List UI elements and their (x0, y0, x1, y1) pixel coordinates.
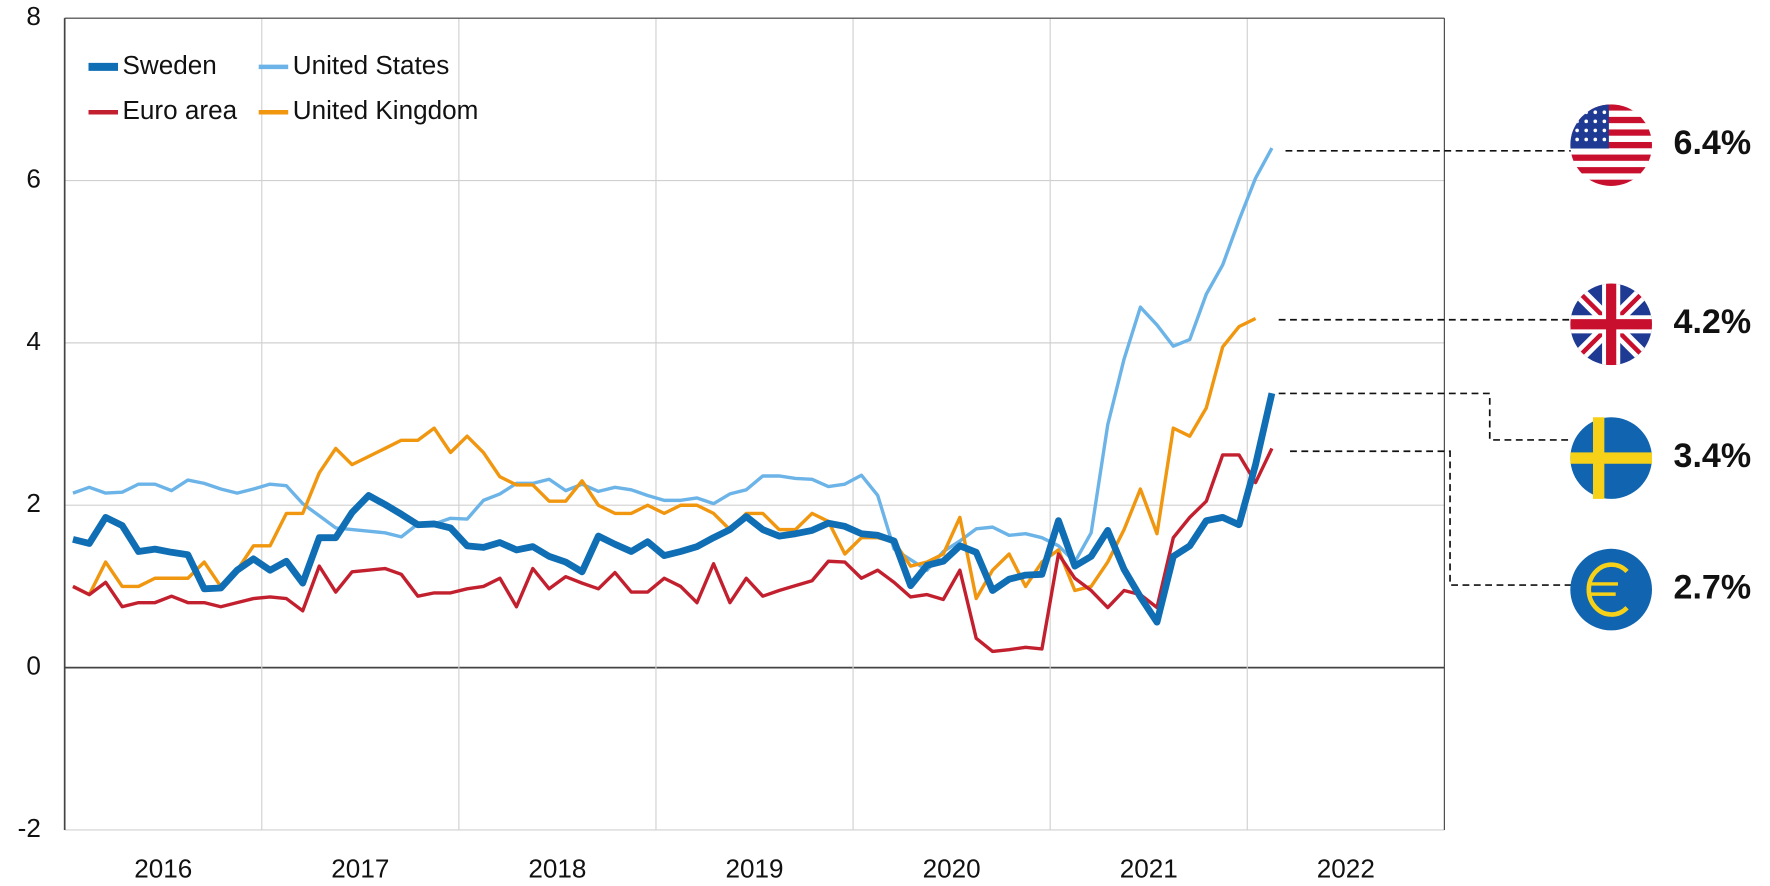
flag-stripe (1570, 160, 1652, 168)
flag (1570, 104, 1652, 186)
flag-cross (1570, 452, 1652, 464)
flag-star (1593, 119, 1598, 124)
flag-stripe (1570, 173, 1652, 181)
y-tick-label: -2 (18, 813, 41, 843)
series-line (72, 392, 1276, 626)
x-tick-label: 2021 (1120, 854, 1178, 881)
connector (1278, 392, 1572, 441)
legend-label: United Kingdom (293, 95, 479, 125)
flag-star (1593, 128, 1598, 133)
end-label: 2.7% (1674, 569, 1752, 607)
flag (1570, 548, 1652, 631)
flag-stripe (1570, 179, 1652, 186)
x-tick-label: 2018 (528, 854, 586, 881)
flag-star (1575, 110, 1579, 115)
x-tick-label: 2022 (1317, 854, 1375, 881)
flag-star (1575, 137, 1579, 142)
series-line (72, 147, 1274, 572)
legend-label: Sweden (123, 50, 217, 80)
y-tick-label: 2 (26, 488, 41, 518)
flag-stripe (1570, 123, 1652, 131)
flag-stripe (1570, 167, 1652, 174)
end-label: 6.4% (1674, 124, 1752, 162)
flag-star (1602, 119, 1607, 124)
legend-label: Euro area (123, 95, 238, 125)
flag-stripe (1570, 135, 1652, 143)
y-tick-label: 8 (26, 1, 41, 31)
connector (1290, 450, 1572, 586)
flag (1570, 283, 1652, 366)
flag-star (1584, 110, 1589, 115)
flag-star (1584, 128, 1589, 133)
flag-stripe (1570, 154, 1652, 162)
legend-label: United States (293, 50, 450, 80)
x-tick-label: 2016 (134, 854, 192, 881)
flag-star (1575, 119, 1579, 124)
flag-star (1593, 137, 1598, 142)
flag-stripe (1570, 141, 1652, 149)
x-tick-label: 2020 (923, 854, 981, 881)
flag-stripe (1570, 129, 1652, 137)
flag-stripe (1570, 104, 1652, 112)
end-label: 4.2% (1674, 303, 1752, 341)
series-line (72, 316, 1257, 601)
flag-symbol (1586, 562, 1629, 617)
flag-star (1602, 128, 1607, 133)
x-tick-label: 2019 (726, 854, 784, 881)
series-line (72, 447, 1274, 654)
flag-stripe (1570, 148, 1652, 156)
flag-stripe (1570, 110, 1652, 118)
y-tick-label: 6 (26, 163, 41, 193)
flag-star (1602, 137, 1607, 142)
flag-star (1584, 119, 1589, 124)
flag-stripe (1570, 116, 1652, 124)
x-tick-label: 2017 (331, 854, 389, 881)
flag-star (1602, 110, 1607, 115)
flag-star (1584, 137, 1589, 142)
end-label: 3.4% (1674, 437, 1752, 475)
flag-symbol (1590, 582, 1618, 596)
flag-star (1593, 110, 1598, 115)
flag-cross (1570, 283, 1652, 366)
flag-star (1575, 128, 1579, 133)
y-tick-label: 4 (26, 326, 41, 356)
y-tick-label: 0 (26, 651, 41, 681)
